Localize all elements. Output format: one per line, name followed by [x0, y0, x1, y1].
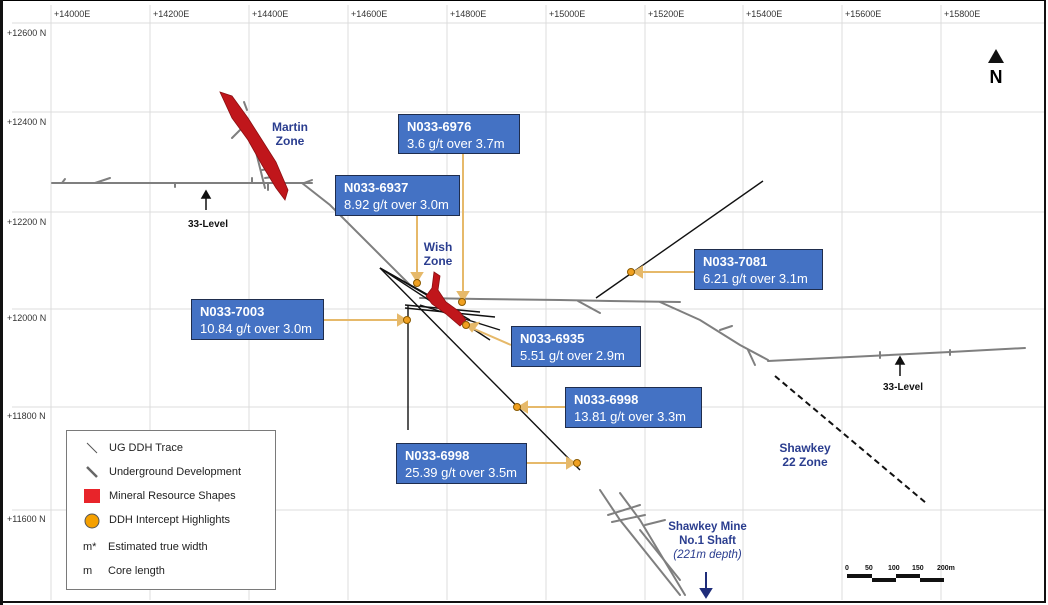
intercept-callout: N033-6998 25.39 g/t over 3.5m — [396, 443, 527, 484]
northing-label: +11800 N — [7, 411, 46, 421]
intercept-callout: N033-6998 13.81 g/t over 3.3m — [565, 387, 702, 428]
north-label: N — [989, 67, 1003, 87]
easting-label: +14800E — [450, 9, 487, 19]
grid-lines — [12, 5, 1044, 600]
intercept-dot — [513, 403, 521, 411]
intercept-dot — [462, 321, 470, 329]
martin-zone-label: Martin Zone — [272, 120, 308, 148]
legend-item-mineral-resource: Mineral Resource Shapes — [83, 489, 236, 503]
legend-item-intercept-highlight: DDH Intercept Highlights — [83, 513, 230, 529]
mineral-resource-shapes — [219, 91, 467, 327]
easting-label: +15400E — [746, 9, 783, 19]
intercept-dot — [403, 316, 411, 324]
intercept-highlights — [403, 268, 635, 467]
northing-label: +12400 N — [7, 117, 47, 127]
mineral-resource-icon — [83, 489, 103, 503]
easting-label: +15800E — [944, 9, 981, 19]
map-legend: UG DDH Trace Underground Development Min… — [66, 430, 276, 590]
shawkey-22-trend-line — [774, 375, 927, 504]
easting-label: +14200E — [153, 9, 190, 19]
ddh-trace-icon — [83, 441, 103, 455]
easting-label: +14000E — [54, 9, 91, 19]
intercept-callout: N033-6935 5.51 g/t over 2.9m — [511, 326, 641, 367]
legend-item-underground-development: Underground Development — [83, 465, 241, 479]
shawkey-22-zone-label: Shawkey 22 Zone — [779, 441, 831, 469]
intercept-callout: N033-6937 8.92 g/t over 3.0m — [335, 175, 460, 216]
northing-label: +12600 N — [7, 28, 47, 38]
intercept-dot — [458, 298, 466, 306]
legend-item-ddh-trace: UG DDH Trace — [83, 441, 183, 455]
intercept-dot — [627, 268, 635, 276]
shawkey-shaft-label: Shawkey Mine No.1 Shaft (221m depth) — [668, 521, 747, 561]
level-arrows — [200, 189, 906, 376]
underground-development-icon — [83, 465, 103, 479]
frame-left-edge — [0, 0, 3, 605]
northing-label: +11600 N — [7, 514, 46, 524]
shaft-down-arrow — [699, 572, 713, 599]
north-arrow-icon — [988, 49, 1004, 63]
legend-item-true-width: m* Estimated true width — [83, 541, 208, 553]
wish-zone-label: Wish Zone — [423, 240, 453, 268]
north-arrow: N — [986, 48, 1006, 87]
intercept-highlight-icon — [83, 513, 103, 529]
intercept-callout: N033-6976 3.6 g/t over 3.7m — [398, 114, 520, 154]
scale-bar-graphic — [847, 574, 944, 582]
intercept-callout: N033-7003 10.84 g/t over 3.0m — [191, 299, 324, 340]
level-33-east-label: 33-Level — [883, 382, 924, 393]
easting-label: +14600E — [351, 9, 388, 19]
easting-label: +15000E — [549, 9, 586, 19]
intercept-dot — [573, 459, 581, 467]
legend-item-core-length: m Core length — [83, 565, 165, 577]
easting-label: +15600E — [845, 9, 882, 19]
easting-label: +14400E — [252, 9, 289, 19]
easting-label: +15200E — [648, 9, 685, 19]
northing-label: +12000 N — [7, 313, 47, 323]
northing-label: +12200 N — [7, 217, 47, 227]
level-33-west-label: 33-Level — [188, 219, 229, 230]
intercept-callout: N033-7081 6.21 g/t over 3.1m — [694, 249, 823, 290]
leader-lines — [324, 153, 694, 470]
intercept-dot — [413, 279, 421, 287]
